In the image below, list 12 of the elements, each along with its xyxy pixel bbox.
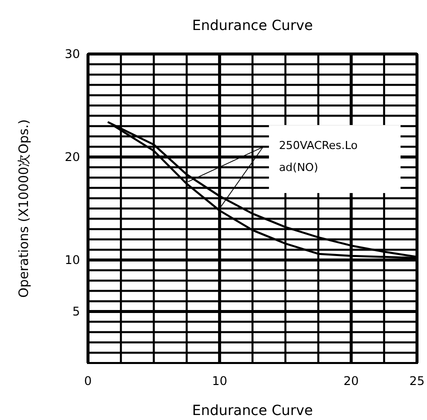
y-tick-label: 30 xyxy=(64,47,80,62)
y-tick-label: 20 xyxy=(64,150,80,164)
y-tick-label: 10 xyxy=(64,253,80,268)
x-tick-label: 10 xyxy=(212,374,228,388)
y-tick-label: 5 xyxy=(72,304,80,319)
x-tick-label: 20 xyxy=(344,374,359,388)
x-tick-label: 0 xyxy=(84,374,92,388)
chart-title: Endurance Curve xyxy=(192,18,313,34)
x-axis-title: Endurance Curve xyxy=(192,403,313,419)
annotation: 250VACRes.Load(NO) xyxy=(278,139,358,174)
y-axis-title: Operations (X10000次Ops.) xyxy=(17,119,32,298)
x-tick-label: 25 xyxy=(409,374,425,388)
